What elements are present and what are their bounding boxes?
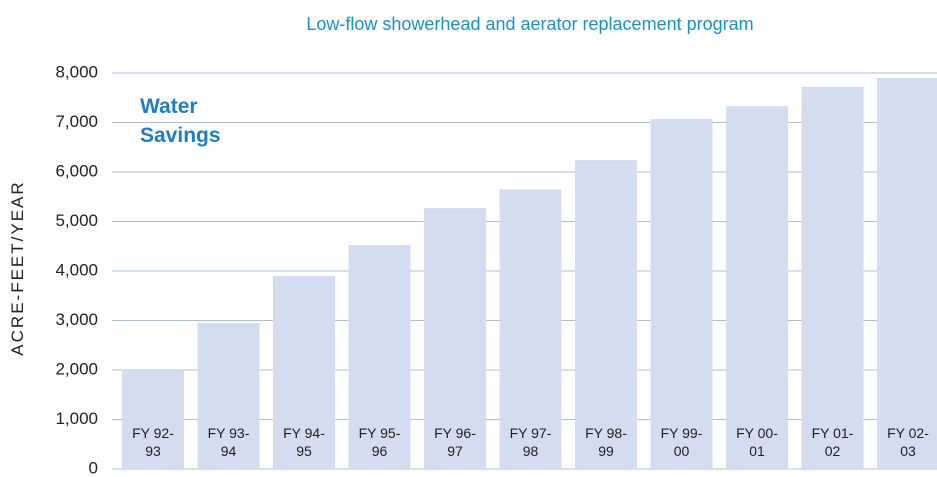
bar <box>348 245 411 469</box>
y-tick-label: 3,000 <box>55 310 98 329</box>
bar <box>801 86 864 470</box>
y-tick-label: 5,000 <box>55 211 98 230</box>
x-tick-label: FY 92-93 <box>132 425 174 459</box>
y-tick-label: 0 <box>89 458 98 477</box>
x-tick-label: FY 02-03 <box>887 425 929 459</box>
x-tick-label: FY 98-99 <box>585 425 627 459</box>
x-tick-label: FY 99-00 <box>660 425 703 459</box>
x-tick-label: FY 95-96 <box>358 425 401 459</box>
y-axis-label: ACRE-FEET/YEAR <box>8 180 27 356</box>
y-tick-label: 6,000 <box>55 161 98 180</box>
bar <box>650 119 713 469</box>
bar <box>122 370 184 469</box>
y-tick-label: 1,000 <box>55 409 98 428</box>
x-tick-label: FY 94-95 <box>283 425 325 459</box>
bar <box>499 189 562 469</box>
y-tick-label: 4,000 <box>55 260 98 279</box>
y-tick-label: 7,000 <box>55 112 98 131</box>
x-tick-label: FY 96-97 <box>434 425 476 459</box>
bar <box>197 322 260 469</box>
bar <box>575 160 637 469</box>
x-tick-label: FY 01-02 <box>811 425 854 459</box>
x-tick-label: FY 00-01 <box>736 425 778 459</box>
bar <box>726 106 788 469</box>
bar <box>273 275 335 469</box>
annotation: Water Savings <box>140 95 221 147</box>
y-tick-label: 8,000 <box>55 62 98 81</box>
x-tick-label: FY 93-94 <box>207 425 250 459</box>
chart-title: Low-flow showerhead and aerator replacem… <box>306 14 754 34</box>
bar <box>877 77 937 469</box>
x-tick-label: FY 97-98 <box>509 425 552 459</box>
y-tick-label: 2,000 <box>55 359 98 378</box>
bar <box>424 208 486 469</box>
